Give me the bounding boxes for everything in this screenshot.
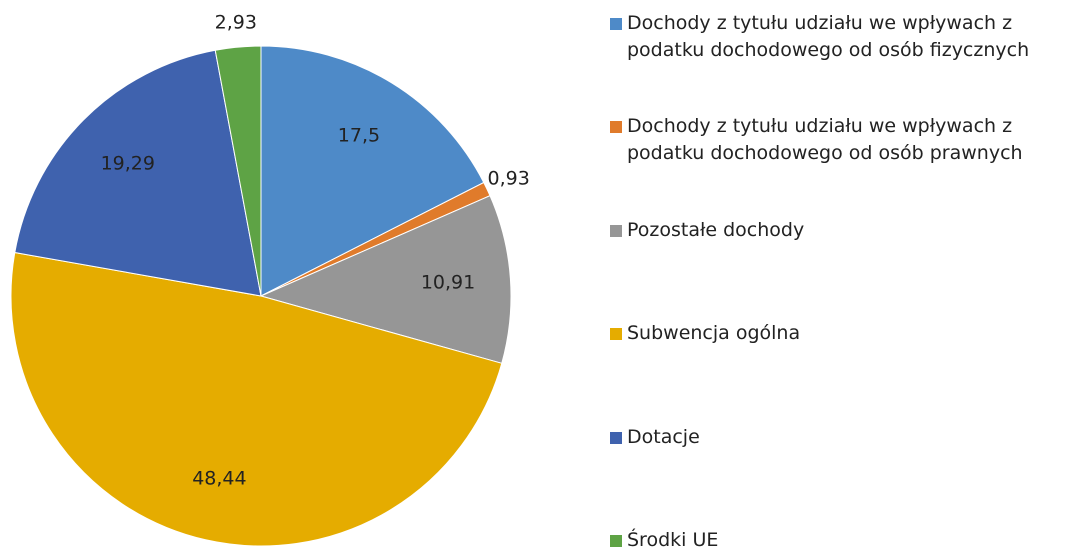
legend-swatch [610,224,622,237]
data-label: 17,5 [338,125,380,147]
legend-entry: Dochody z tytułu udziału we wpływach z p… [610,10,1080,64]
legend-label: Dochody z tytułu udziału we wpływach z p… [627,12,1030,61]
pie-slice [14,49,262,297]
legend-label: Pozostałe dochody [627,218,805,241]
legend-entry: Środki UE [610,527,1080,554]
legend-label: Dochody z tytułu udziału we wpływach z p… [627,115,1023,165]
legend-swatch [610,18,622,30]
legend-entry: Dotacje [610,424,1080,478]
legend-label: Środki UE [627,528,719,551]
legend-swatch [610,534,622,547]
data-label: 2,93 [215,12,257,34]
pie-slice [259,195,512,364]
legend-swatch [610,431,622,444]
data-label: 19,29 [101,153,155,175]
pie-slice [214,45,262,297]
legend-label: Subwencja ogólna [627,322,801,345]
pie-slice [260,45,485,297]
legend-entry: Subwencja ogólna [610,320,1080,374]
data-label: 0,93 [488,167,530,189]
data-label: 10,91 [421,271,475,293]
pie-area: 17,5 0,93 10,91 48,44 19,29 2,93 [10,12,530,547]
legend-entry: Dochody z tytułu udziału we wpływach z p… [610,113,1080,167]
pie-slice [10,251,503,547]
data-label: 48,44 [192,467,246,489]
legend-entry: Pozostałe dochody [610,217,1080,271]
legend: Dochody z tytułu udziału we wpływach z p… [610,10,1080,554]
legend-swatch [610,328,622,341]
legend-swatch [610,121,622,134]
legend-label: Dotacje [627,425,700,448]
